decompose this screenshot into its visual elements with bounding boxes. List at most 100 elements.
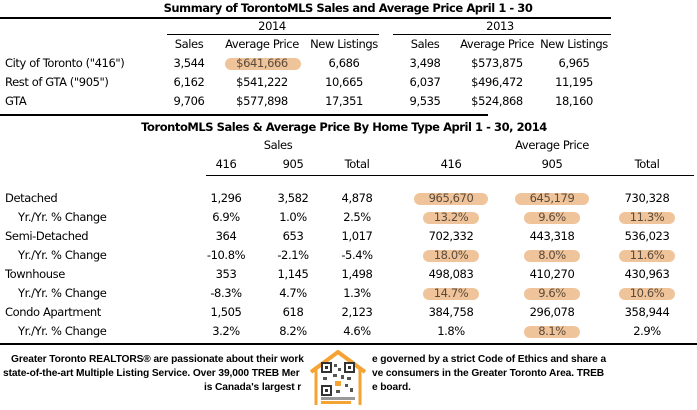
- summary-cell: $641,666: [236, 56, 288, 70]
- table-cell: 14.7%: [433, 286, 469, 300]
- year-2013-header: 2013: [486, 19, 514, 33]
- type-col-header: 416: [215, 157, 237, 171]
- summary-cell: 6,037: [409, 75, 441, 89]
- summary-bottom-rule: [0, 114, 488, 116]
- footer-line3b: e board.: [372, 382, 411, 393]
- type-col-header: 905: [282, 157, 304, 171]
- year-2013-rule: [393, 34, 611, 35]
- table-cell: 1.0%: [279, 210, 307, 224]
- table-cell: -5.4%: [341, 248, 373, 262]
- year-2014-rule: [167, 34, 379, 35]
- footer-line1b: e governed by a strict Code of Ethics an…: [372, 354, 607, 365]
- summary-cell: 10,665: [325, 75, 363, 89]
- table-cell: 965,670: [428, 191, 474, 205]
- summary-cell: 6,162: [173, 75, 205, 89]
- summary-cell: 17,351: [325, 94, 363, 108]
- summary-col-header: New Listings: [310, 37, 378, 51]
- summary-title: Summary of TorontoMLS Sales and Average …: [163, 1, 533, 15]
- row-label: Yr./Yr. % Change: [18, 324, 107, 338]
- table-cell: 3,582: [277, 191, 309, 205]
- table-cell: 1.8%: [437, 324, 465, 338]
- summary-col-header: Average Price: [460, 37, 534, 51]
- summary-col-header: Sales: [410, 37, 440, 51]
- summary-col-header: Average Price: [225, 37, 299, 51]
- summary-cell: 3,544: [173, 56, 205, 70]
- table-cell: -10.8%: [206, 248, 246, 262]
- highlight-mark: [524, 326, 580, 338]
- row-label: Yr./Yr. % Change: [18, 210, 107, 224]
- footer-line3a: is Canada's largest r: [204, 382, 302, 393]
- summary-cell: $577,898: [236, 94, 288, 108]
- highlight-mark: [423, 250, 479, 262]
- table-cell: 2.9%: [633, 324, 661, 338]
- table-bottom-rule: [0, 343, 697, 345]
- table-cell: 2.5%: [343, 210, 371, 224]
- table-cell: 13.2%: [433, 210, 469, 224]
- table-cell: -2.1%: [277, 248, 309, 262]
- row-label: Semi-Detached: [5, 229, 89, 243]
- highlight-mark: [515, 193, 589, 205]
- table-cell: 4,878: [341, 191, 373, 205]
- type-col-header: 416: [440, 157, 462, 171]
- table-cell: 6.9%: [212, 210, 240, 224]
- table-cell: 430,963: [624, 267, 670, 281]
- table-cell: 364: [215, 229, 237, 243]
- summary-row-label: Rest of GTA ("905"): [5, 75, 109, 89]
- summary-cell: 9,535: [409, 94, 441, 108]
- highlight-mark: [423, 288, 479, 300]
- type-col-header: Total: [634, 157, 660, 171]
- table-cell: 1,505: [210, 305, 242, 319]
- table-cell: 1.3%: [343, 286, 371, 300]
- summary-col-header: Sales: [174, 37, 204, 51]
- highlight-mark: [619, 250, 675, 262]
- table-cell: 8.1%: [538, 324, 566, 338]
- summary-row-label: City of Toronto ("416"): [5, 56, 125, 70]
- row-label: Detached: [5, 191, 58, 205]
- type-header-rule: [206, 175, 694, 176]
- summary-cell: $541,222: [236, 75, 288, 89]
- table-cell: 10.6%: [629, 286, 665, 300]
- summary-row-label: GTA: [5, 94, 27, 108]
- summary-cell: 18,160: [555, 94, 593, 108]
- highlight-mark: [524, 212, 580, 224]
- treb-qr-house-logo[interactable]: [307, 350, 369, 405]
- table-cell: 3.2%: [212, 324, 240, 338]
- table-cell: 645,179: [529, 191, 575, 205]
- table-cell: 410,270: [529, 267, 575, 281]
- table-cell: 618: [282, 305, 304, 319]
- highlight-mark: [414, 193, 488, 205]
- table-cell: 702,332: [428, 229, 474, 243]
- highlight-mark: [225, 58, 301, 70]
- row-label: Yr./Yr. % Change: [18, 248, 107, 262]
- row-label: Yr./Yr. % Change: [18, 286, 107, 300]
- table-cell: 353: [215, 267, 237, 281]
- summary-cell: $573,875: [471, 56, 523, 70]
- highlight-mark: [524, 288, 580, 300]
- table-cell: 730,328: [624, 191, 670, 205]
- table-cell: -8.3%: [210, 286, 242, 300]
- house-qr-icon: [309, 350, 367, 405]
- table-cell: 11.3%: [629, 210, 665, 224]
- table-cell: 4.7%: [279, 286, 307, 300]
- summary-cell: 11,195: [555, 75, 593, 89]
- footer-line1a: Greater Toronto REALTORS® are passionate…: [11, 354, 304, 365]
- type-col-header: 905: [541, 157, 563, 171]
- table-cell: 358,944: [624, 305, 670, 319]
- table-cell: 296,078: [529, 305, 575, 319]
- footer-line2b: ve consumers in the Greater Toronto Area…: [372, 368, 605, 379]
- summary-cell: 6,686: [328, 56, 360, 70]
- table-cell: 8.2%: [279, 324, 307, 338]
- table-cell: 18.0%: [433, 248, 469, 262]
- type-col-header: Total: [344, 157, 370, 171]
- table-cell: 9.6%: [538, 210, 566, 224]
- summary-top-rule: [0, 17, 611, 19]
- footer-line2a: state-of-the-art Multiple Listing Servic…: [3, 368, 300, 379]
- table-cell: 2,123: [341, 305, 373, 319]
- table-cell: 1,145: [277, 267, 309, 281]
- table-cell: 8.0%: [538, 248, 566, 262]
- table-cell: 1,498: [341, 267, 373, 281]
- table-cell: 1,017: [341, 229, 373, 243]
- sales-group-header: Sales: [263, 138, 293, 152]
- by-type-title: TorontoMLS Sales & Average Price By Home…: [141, 120, 547, 134]
- table-cell: 653: [282, 229, 304, 243]
